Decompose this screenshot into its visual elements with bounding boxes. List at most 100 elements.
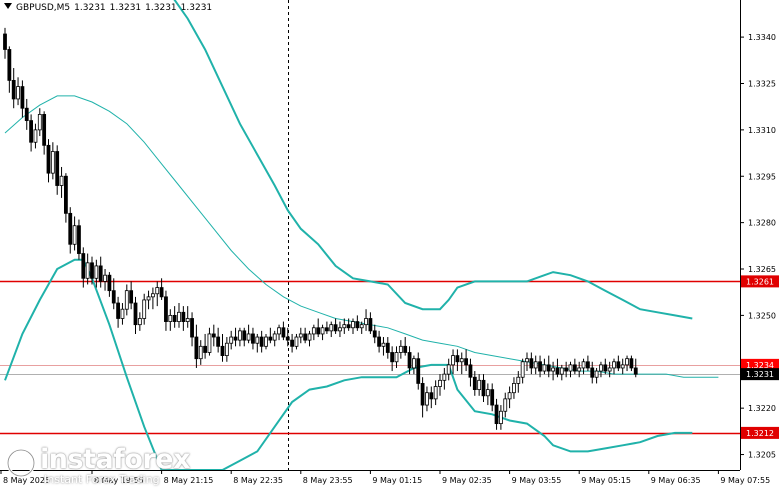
candle [333, 318, 338, 334]
candle-body-up [120, 308, 125, 319]
ohlc-low: 1.3231 [145, 3, 177, 13]
candle-body-down [538, 361, 542, 372]
candle-body-down [11, 79, 16, 100]
candle [394, 346, 399, 368]
candle [355, 315, 360, 331]
candle [307, 330, 312, 347]
ohlc-open: 1.3231 [74, 3, 106, 13]
candle-body-up [224, 342, 229, 356]
candle-body-up [229, 336, 234, 344]
candle-body-up [525, 358, 529, 363]
candle-body-up [542, 364, 547, 372]
candle-body-up [612, 361, 616, 369]
candle-body-up [246, 333, 251, 341]
candle-body-down [372, 330, 377, 338]
candle [198, 340, 203, 365]
candle [85, 253, 90, 285]
candle-body-down [281, 327, 286, 338]
candle-body-down [590, 367, 595, 378]
candle [372, 324, 377, 344]
candle [285, 327, 290, 347]
candle [33, 123, 38, 149]
price-tick-label: 1.3340 [748, 33, 776, 42]
candle [342, 318, 347, 334]
candle-body-up [124, 290, 129, 310]
candle-body-down [55, 151, 60, 186]
candle [168, 309, 173, 331]
candle-body-up [581, 361, 586, 369]
candle-body-down [29, 120, 34, 143]
candle [37, 108, 42, 137]
candle [577, 361, 582, 378]
candle-body-up [512, 383, 516, 394]
candle-body-down [346, 324, 351, 329]
candle [459, 352, 464, 375]
candle-body-up [594, 370, 599, 378]
candle [612, 358, 616, 375]
candle [81, 247, 86, 288]
time-axis: 8 May 2025 8 May 19:55 8 May 21:15 8 May 22… [0, 470, 770, 485]
candle-body-down [390, 352, 395, 363]
candle [77, 219, 81, 260]
candle-body-up [533, 361, 538, 369]
candle [512, 377, 516, 399]
candle [620, 358, 625, 375]
candle-body-up [507, 392, 512, 400]
candle-body-down [464, 358, 469, 366]
candle [55, 145, 60, 195]
candle-body-down [455, 355, 460, 363]
candle-body-up [577, 367, 582, 372]
candle-body-up [37, 114, 42, 131]
candle-body-down [203, 345, 208, 353]
candle [416, 352, 421, 390]
candle [46, 139, 51, 183]
candle [259, 330, 264, 353]
candle [429, 386, 434, 409]
candle-body-down [190, 318, 194, 338]
candle [24, 98, 29, 130]
candle-body-up [568, 364, 573, 372]
candle [177, 303, 181, 328]
time-tick-label: 8 May 22:35 [233, 476, 283, 485]
candle-body-up [520, 361, 525, 378]
candle [159, 278, 164, 300]
candle-body-up [359, 324, 364, 329]
candle [72, 216, 77, 251]
candle [633, 358, 638, 378]
candle-body-down [490, 389, 495, 406]
triangle-down-icon [4, 3, 12, 9]
time-tick-label: 9 May 02:35 [442, 476, 492, 485]
candle [137, 312, 142, 331]
time-tick-label: 9 May 05:15 [581, 476, 631, 485]
candle-body-down [529, 358, 534, 369]
level-tag-0-label: 1.3261 [746, 277, 774, 286]
indicator-lines [4, 0, 719, 470]
level-lines [0, 0, 740, 470]
candle-body-up [298, 333, 303, 338]
candle [103, 269, 107, 291]
candle [407, 346, 412, 375]
candle-body-up [59, 175, 64, 186]
candle-body-down [368, 318, 373, 332]
candle [472, 371, 477, 396]
candle [420, 377, 425, 418]
candle [29, 114, 34, 152]
candle-body-down [77, 225, 81, 254]
candle [498, 405, 503, 430]
candle [303, 327, 308, 344]
candle-body-up [207, 333, 212, 353]
candle-body-down [129, 290, 134, 304]
price-tick-label: 1.3205 [748, 451, 776, 460]
candle-body-down [24, 107, 29, 121]
candle [281, 321, 286, 341]
candle-body-down [564, 367, 569, 372]
candle-body-down [46, 144, 51, 174]
candle [477, 374, 482, 396]
candle [224, 337, 229, 362]
candle [559, 364, 564, 381]
candle-body-down [472, 376, 477, 391]
candle [507, 386, 512, 409]
candle-body-down [385, 342, 390, 353]
candle [316, 318, 321, 338]
